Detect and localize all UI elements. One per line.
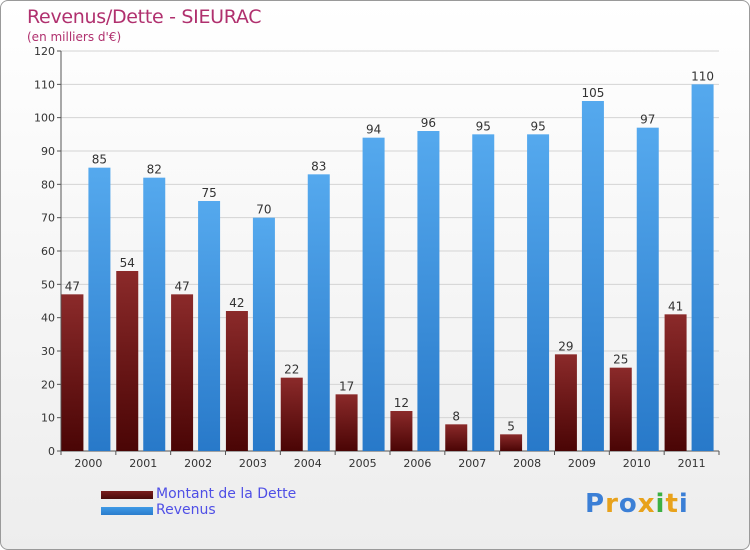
- logo-letter: r: [605, 489, 619, 519]
- data-label-revenue-2004: 83: [311, 159, 326, 173]
- y-tick-label: 100: [34, 112, 55, 125]
- bar-debt-2004: [280, 377, 303, 451]
- bar-revenue-2011: [691, 84, 714, 451]
- legend-label-debt: Montant de la Dette: [156, 486, 297, 502]
- y-tick-label: 60: [41, 245, 55, 258]
- bar-revenue-2005: [362, 137, 385, 451]
- data-label-debt-2007: 8: [452, 409, 460, 423]
- data-label-debt-2002: 47: [174, 279, 189, 293]
- y-tick-label: 50: [41, 278, 55, 291]
- data-label-revenue-2003: 70: [256, 203, 271, 217]
- bar-revenue-2008: [527, 134, 550, 452]
- data-label-revenue-2010: 97: [640, 113, 655, 127]
- data-label-debt-2000: 47: [65, 279, 80, 293]
- x-tick-label-2008: 2008: [513, 457, 541, 470]
- y-tick-label: 90: [41, 145, 55, 158]
- y-tick-label: 10: [41, 412, 55, 425]
- logo-letter: t: [665, 489, 679, 519]
- data-label-debt-2003: 42: [229, 296, 244, 310]
- bar-debt-2001: [116, 271, 139, 451]
- logo-letter: i: [655, 489, 666, 519]
- bar-revenue-2003: [252, 217, 275, 451]
- legend-swatch-debt: [101, 491, 153, 499]
- y-tick-label: 40: [41, 312, 55, 325]
- y-tick-label: 20: [41, 378, 55, 391]
- legend-label-revenue: Revenus: [156, 502, 216, 518]
- data-label-revenue-2001: 82: [147, 163, 162, 177]
- bar-debt-2000: [61, 294, 84, 451]
- data-label-revenue-2000: 85: [92, 153, 107, 167]
- x-tick-label-2007: 2007: [458, 457, 486, 470]
- bar-revenue-2000: [88, 167, 111, 451]
- data-label-revenue-2005: 94: [366, 123, 381, 137]
- x-tick-label-2003: 2003: [239, 457, 267, 470]
- data-label-debt-2001: 54: [120, 256, 135, 270]
- y-tick-label: 30: [41, 345, 55, 358]
- chart-title: Revenus/Dette - SIEURAC: [27, 6, 262, 28]
- data-label-revenue-2007: 95: [476, 119, 491, 133]
- bar-revenue-2007: [472, 134, 495, 452]
- bar-debt-2008: [500, 434, 523, 451]
- y-tick-label: 70: [41, 212, 55, 225]
- bar-debt-2009: [554, 354, 577, 451]
- bar-debt-2007: [445, 424, 468, 451]
- logo-letter: o: [618, 489, 638, 519]
- legend-swatch-revenue: [101, 507, 153, 515]
- y-tick-label: 120: [34, 45, 55, 58]
- y-tick-label: 0: [48, 445, 55, 458]
- chart-subtitle: (en milliers d'€): [27, 30, 122, 44]
- data-label-debt-2005: 17: [339, 379, 354, 393]
- bar-revenue-2006: [417, 131, 440, 451]
- data-label-debt-2009: 29: [558, 339, 573, 353]
- bar-debt-2003: [225, 311, 248, 451]
- data-label-revenue-2002: 75: [201, 186, 216, 200]
- data-label-revenue-2009: 105: [581, 86, 604, 100]
- x-tick-label-2009: 2009: [568, 457, 596, 470]
- data-label-debt-2010: 25: [613, 353, 628, 367]
- x-tick-label-2001: 2001: [129, 457, 157, 470]
- bar-revenue-2010: [636, 127, 659, 452]
- data-label-revenue-2011: 110: [691, 69, 714, 83]
- bar-debt-2002: [171, 294, 194, 451]
- logo-letter: x: [637, 489, 656, 519]
- bar-debt-2011: [664, 314, 687, 451]
- data-label-debt-2008: 5: [507, 419, 515, 433]
- x-tick-label-2005: 2005: [349, 457, 377, 470]
- x-tick-label-2011: 2011: [678, 457, 706, 470]
- data-label-debt-2006: 12: [394, 396, 409, 410]
- data-label-debt-2004: 22: [284, 363, 299, 377]
- x-tick-label-2010: 2010: [623, 457, 651, 470]
- y-tick-label: 110: [34, 78, 55, 91]
- data-label-debt-2011: 41: [668, 299, 683, 313]
- x-tick-label-2006: 2006: [403, 457, 431, 470]
- data-label-revenue-2008: 95: [530, 119, 545, 133]
- bar-revenue-2001: [143, 177, 166, 451]
- proxiti-logo: Proxiti: [585, 489, 689, 519]
- bar-debt-2006: [390, 411, 413, 451]
- logo-letter: P: [585, 489, 606, 519]
- x-tick-label-2000: 2000: [74, 457, 102, 470]
- bar-revenue-2009: [581, 101, 604, 451]
- bar-revenue-2004: [307, 174, 330, 452]
- data-label-revenue-2006: 96: [421, 116, 436, 130]
- bar-debt-2005: [335, 394, 358, 451]
- y-tick-label: 80: [41, 178, 55, 191]
- logo-letter: i: [678, 489, 689, 519]
- bar-debt-2010: [609, 367, 632, 451]
- x-tick-label-2002: 2002: [184, 457, 212, 470]
- x-tick-label-2004: 2004: [294, 457, 322, 470]
- bar-revenue-2002: [198, 201, 221, 451]
